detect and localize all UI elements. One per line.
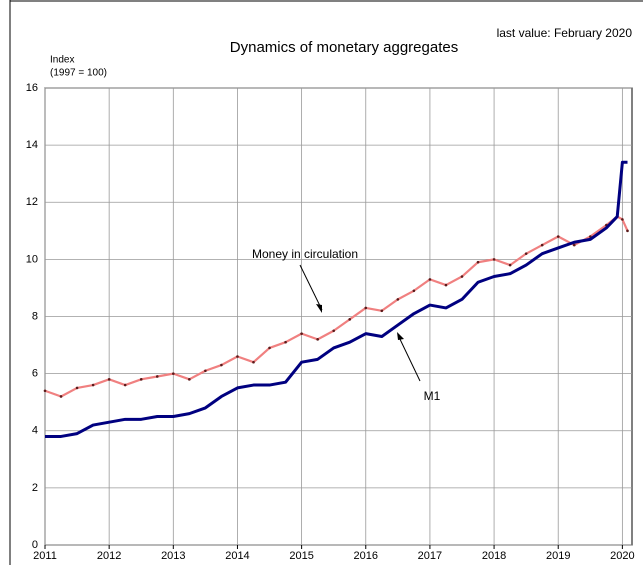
series-marker bbox=[556, 235, 560, 238]
series-marker bbox=[428, 278, 432, 281]
arrow-head bbox=[316, 304, 322, 313]
series-marker bbox=[396, 298, 400, 301]
series-marker bbox=[540, 243, 544, 247]
y-axis-note: (1997 = 100) bbox=[50, 68, 107, 79]
series-annotation: M1 bbox=[424, 389, 441, 403]
series-marker bbox=[626, 229, 629, 233]
series-marker bbox=[188, 378, 191, 381]
series-marker bbox=[476, 260, 480, 264]
series-marker bbox=[172, 372, 175, 375]
chart-title: Dynamics of monetary aggregates bbox=[230, 39, 458, 56]
plot-area: 0 2 4 6 8 10 12 14 16 2011 2012 2013 2014 2015 2016 201… bbox=[26, 82, 635, 562]
x-tick-label: 2016 bbox=[354, 550, 378, 562]
series-marker bbox=[123, 383, 127, 387]
series-line bbox=[45, 160, 628, 438]
series-marker bbox=[91, 383, 95, 387]
series-marker bbox=[236, 355, 239, 358]
x-tick-label: 2015 bbox=[289, 550, 313, 562]
y-tick-label: 0 bbox=[32, 539, 38, 551]
series-marker bbox=[444, 283, 448, 287]
series-marker bbox=[59, 395, 63, 398]
chart-subtitle: last value: February 2020 bbox=[497, 26, 633, 40]
series-marker bbox=[268, 346, 271, 350]
y-axis-label: Index bbox=[50, 55, 74, 66]
series-marker bbox=[204, 369, 207, 373]
y-tick-label: 6 bbox=[32, 368, 38, 380]
series-marker bbox=[508, 263, 512, 267]
series-marker bbox=[524, 252, 528, 255]
y-tick-label: 2 bbox=[32, 482, 38, 494]
series-marker bbox=[412, 289, 416, 293]
y-tick-label: 10 bbox=[26, 253, 38, 265]
y-tick-label: 14 bbox=[26, 139, 38, 151]
series-marker bbox=[139, 378, 143, 381]
series-marker bbox=[75, 386, 79, 390]
annotation-arrow bbox=[397, 334, 421, 382]
y-tick-label: 12 bbox=[26, 196, 38, 208]
series-marker bbox=[155, 375, 159, 378]
series-marker bbox=[460, 275, 464, 278]
arrow-head bbox=[397, 332, 404, 340]
x-tick-label: 2018 bbox=[482, 550, 506, 562]
series-marker bbox=[621, 218, 624, 221]
y-tick-label: 8 bbox=[32, 310, 38, 322]
series-marker bbox=[107, 378, 111, 381]
series-marker bbox=[364, 306, 368, 310]
series-marker bbox=[252, 360, 255, 364]
x-tick-label: 2011 bbox=[33, 550, 57, 562]
series-marker bbox=[380, 309, 384, 313]
x-tick-label: 2013 bbox=[161, 550, 185, 562]
x-tick-label: 2017 bbox=[418, 550, 442, 562]
x-tick-label: 2012 bbox=[97, 550, 121, 562]
y-tick-label: 4 bbox=[32, 425, 38, 437]
annotation-arrow bbox=[299, 264, 323, 311]
series-marker bbox=[284, 340, 287, 344]
x-tick-label: 2020 bbox=[610, 550, 634, 562]
series-marker bbox=[572, 243, 576, 247]
series-marker bbox=[220, 363, 223, 367]
series-marker bbox=[316, 338, 319, 341]
series-annotation: Money in circulation bbox=[252, 247, 358, 261]
x-tick-label: 2019 bbox=[546, 550, 570, 562]
series-marker bbox=[43, 389, 47, 393]
series-marker bbox=[332, 329, 335, 333]
series-marker bbox=[492, 258, 496, 261]
series-marker bbox=[348, 318, 352, 321]
y-tick-label: 16 bbox=[26, 82, 38, 94]
x-tick-label: 2014 bbox=[225, 550, 249, 562]
series-marker bbox=[300, 332, 303, 335]
